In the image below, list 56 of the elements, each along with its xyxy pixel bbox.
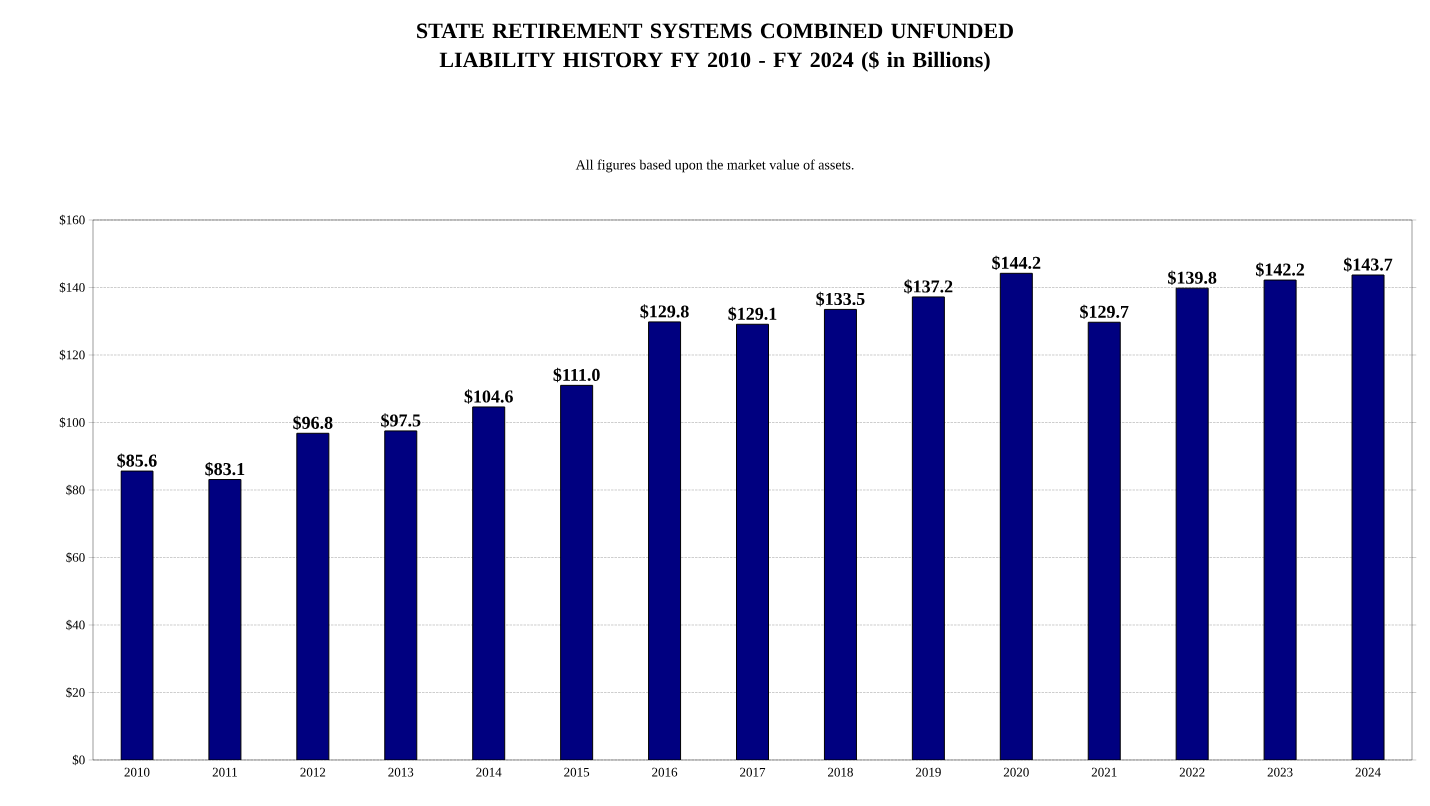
x-tick-label: 2022 [1179,767,1205,777]
bar [560,384,594,760]
y-tick-label: $140 [59,282,85,293]
x-tick-label: 2019 [915,767,941,777]
y-tick-label: $80 [66,484,85,496]
bar [296,432,330,760]
data-label: $85.6 [117,453,157,468]
data-label: $104.6 [464,389,513,404]
data-label: $97.5 [381,413,421,428]
y-tick-label: $0 [72,754,85,766]
x-tick-label: 2024 [1355,767,1381,777]
data-label: $142.2 [1256,262,1305,277]
bar [1263,279,1297,760]
bar [384,430,418,760]
bar [120,470,154,760]
y-tick-label: $40 [66,619,85,631]
bar [208,479,242,760]
y-tick-label: $120 [59,349,85,361]
data-label: $111.0 [553,367,600,383]
y-tick-label: $160 [59,214,85,226]
y-tick-label: $20 [66,687,85,698]
data-label: $129.7 [1080,304,1129,320]
x-tick-label: 2017 [740,767,766,777]
x-tick-label: 2020 [1003,767,1029,777]
bar [472,406,506,760]
data-label: $83.1 [205,461,245,477]
x-tick-label: 2016 [652,767,678,777]
bar [911,296,945,760]
data-label: $137.2 [904,279,953,294]
data-label: $129.1 [728,306,777,322]
chart-title: STATE RETIREMENT SYSTEMS COMBINED UNFUNDED LIABILITY HISTORY FY 2010 - FY 2024 ($ in Billions) [417,23,1013,72]
bar [999,272,1033,760]
bar [1175,287,1209,760]
x-tick-label: 2018 [828,767,853,777]
x-tick-label: 2014 [476,767,502,777]
data-label: $144.2 [992,255,1041,271]
y-tick-label: $100 [59,417,85,428]
bar [1087,321,1121,760]
x-tick-label: 2010 [124,767,150,777]
x-tick-label: 2013 [388,767,414,777]
data-label: $139.8 [1168,270,1217,285]
y-tick-label: $60 [66,552,85,563]
chart-subtitle: All figures based upon the market value of assets. [575,159,854,173]
bar [648,321,682,760]
data-label: $96.8 [293,415,333,431]
x-tick-label: 2015 [564,767,590,777]
bar [736,323,770,760]
x-tick-label: 2012 [300,767,326,777]
data-label: $133.5 [816,291,865,307]
x-tick-label: 2011 [212,767,237,777]
bar [1351,274,1385,760]
data-label: $129.8 [640,304,689,319]
x-tick-label: 2021 [1091,767,1117,777]
x-tick-label: 2023 [1267,767,1293,777]
data-label: $143.7 [1343,257,1393,272]
bar [823,308,857,760]
